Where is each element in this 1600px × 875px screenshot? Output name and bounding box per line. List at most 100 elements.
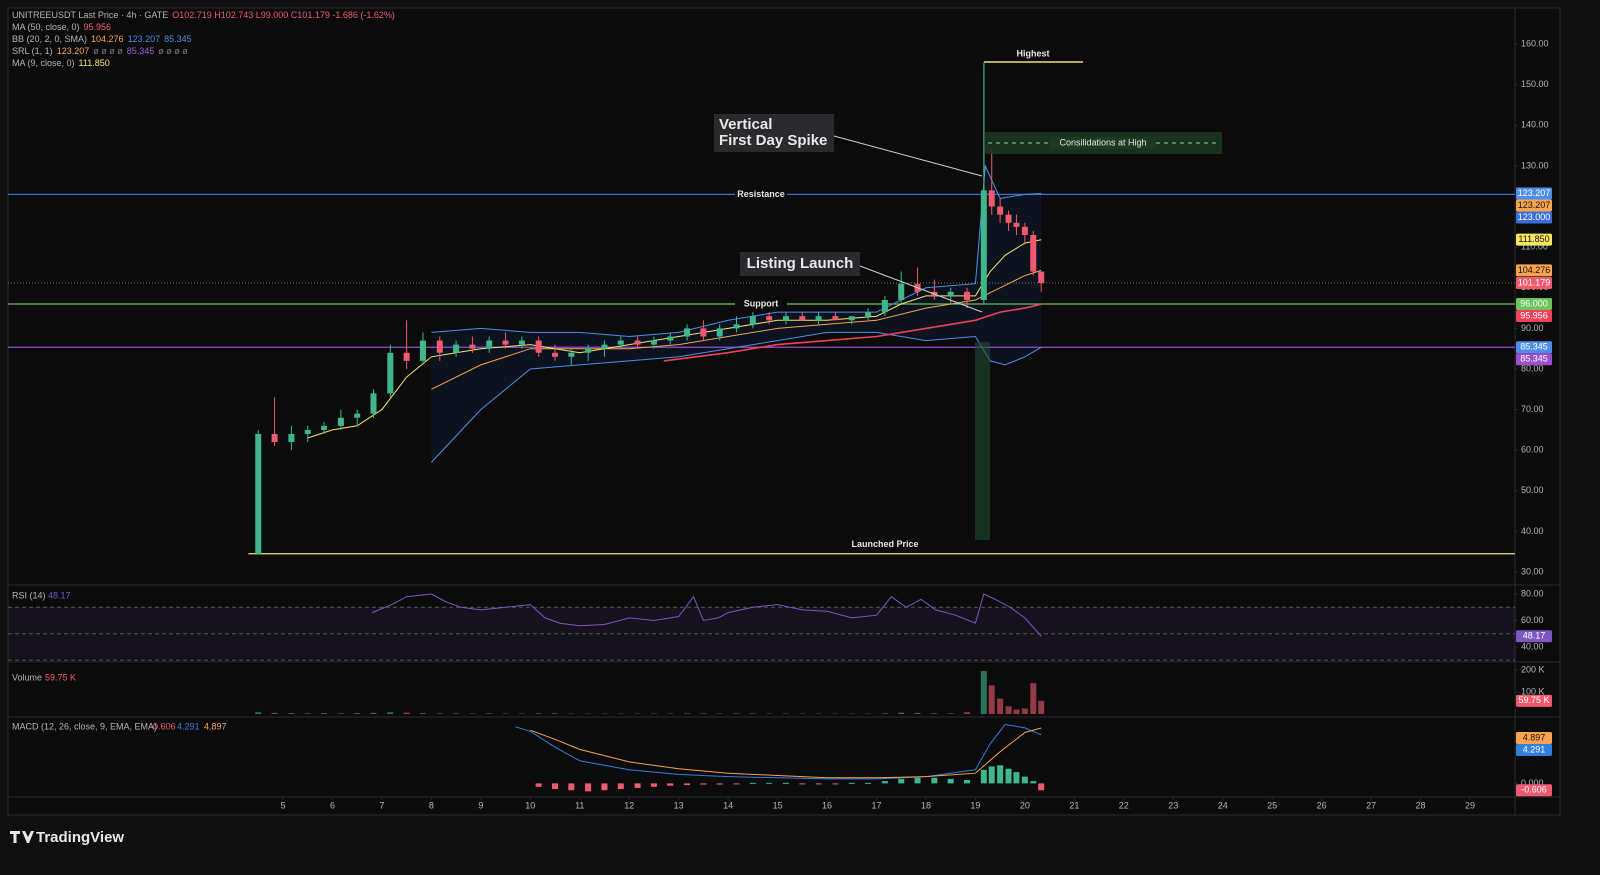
y-tick-label: 200 K (1521, 664, 1545, 674)
macd-histogram-bar (1038, 783, 1045, 791)
y-tick-label: 80.00 (1521, 588, 1544, 598)
y-tick-label: 50.00 (1521, 485, 1544, 495)
indicator-line (663, 303, 1042, 362)
price-badge (1516, 233, 1552, 246)
price-badge (1516, 744, 1552, 756)
x-tick-label: 20 (1020, 800, 1030, 810)
candle-body (469, 344, 476, 349)
x-tick-label: 28 (1416, 800, 1426, 810)
volume-bar (271, 712, 278, 714)
price-pane: 5 6 7 8 9 10 11 12 13 14 15 16 17 18 19 20 21 22 23 24 25 26 2… (8, 39, 1552, 810)
candle-body (766, 316, 773, 321)
candle-body (634, 340, 641, 345)
x-tick-label: 21 (1069, 800, 1079, 810)
candle-body (667, 336, 674, 341)
candle-body (337, 417, 344, 426)
macd-line (515, 723, 1042, 780)
legend: UNITREEUSDT Last Price · 4h · GATE O102.7… (12, 10, 395, 68)
candle-body (321, 425, 328, 430)
macd-histogram-bar (1021, 776, 1028, 784)
spike-label-box (714, 114, 834, 152)
macd-histogram-bar (617, 783, 624, 790)
pane-value: 4.897 (204, 721, 227, 731)
price-badge (1516, 694, 1552, 707)
x-tick-label: 16 (822, 800, 832, 810)
macd-histogram-bar (815, 783, 822, 785)
candle-body (370, 393, 377, 414)
volume-bar (419, 713, 426, 714)
y-tick-label: 40.00 (1521, 526, 1544, 536)
volume-bar (453, 713, 460, 714)
macd-histogram-bar (1030, 781, 1037, 784)
candle-body (964, 291, 970, 300)
y-tick-label: 160.00 (1521, 39, 1549, 49)
volume-bar (914, 712, 921, 714)
y-tick-label: 60.00 (1521, 615, 1544, 625)
candle-body (832, 316, 839, 321)
level-label: Resistance (737, 189, 785, 199)
volume-bar (255, 712, 262, 714)
volume-bar (354, 713, 361, 714)
price-badge (1516, 310, 1552, 323)
y-tick-label: 100 K (1521, 686, 1545, 696)
macd-histogram-bar (634, 783, 641, 788)
candle-body (271, 433, 278, 443)
macd-histogram-bar (898, 778, 905, 784)
y-tick-label: 130.00 (1521, 160, 1549, 170)
x-tick-label: 15 (773, 800, 783, 810)
candle-body (1021, 226, 1028, 235)
listing-label: Listing Launch (747, 255, 854, 272)
legend-item: MA (9, close, 0) (12, 58, 75, 68)
candle-body (684, 328, 691, 337)
candle-body (980, 190, 987, 300)
price-badge (1516, 353, 1552, 366)
price-badge-label: 59.75 K (1518, 695, 1549, 705)
indicator-line (431, 269, 1042, 390)
candle-body (716, 328, 723, 337)
macd-histogram-bar (535, 783, 542, 787)
pane-value: 4.291 (177, 721, 200, 731)
volume-bar (486, 713, 493, 714)
brand-name: TradingView (36, 829, 124, 846)
price-badge-label: 85.345 (1520, 342, 1548, 352)
legend-row: SRL (1, 1) 123.207 ø ø ø ø 85.345 ø ø ø ø (12, 46, 188, 56)
x-tick-label: 7 (379, 800, 384, 810)
candle-body (585, 348, 592, 353)
candle-body (617, 340, 624, 345)
macd-histogram-bar (650, 783, 657, 787)
legend-item: 123.207 (57, 46, 90, 56)
macd-histogram-bar (552, 783, 559, 790)
legend-row: UNITREEUSDT Last Price · 4h · GATE O102.7… (12, 10, 395, 20)
volume-bar (733, 713, 740, 714)
candle-body (354, 413, 361, 418)
macd-histogram-bar (568, 783, 575, 791)
price-badge-label: 95.956 (1520, 310, 1548, 320)
candle-body (502, 340, 509, 345)
price-badge (1516, 264, 1552, 277)
volume-bar (552, 713, 559, 714)
candle-body (568, 352, 575, 357)
price-badge-label: 123.000 (1518, 212, 1551, 222)
legend-item: 85.345 (127, 46, 155, 56)
x-tick-label: 9 (478, 800, 483, 810)
macd-histogram-bar (749, 782, 756, 784)
price-badge-label: 48.17 (1523, 631, 1546, 641)
volume-bar (337, 713, 344, 714)
volume-bar (988, 685, 995, 714)
y-tick-label: 70.00 (1521, 404, 1544, 414)
macd-histogram-bar (980, 769, 987, 784)
volume-bar (403, 712, 410, 714)
candle-body (865, 312, 872, 317)
macd-histogram-bar (881, 781, 888, 784)
volume-bar (898, 712, 905, 714)
volume-bar (947, 713, 954, 714)
volume-bar (931, 713, 938, 714)
candle-body (799, 316, 806, 321)
x-tick-label: 6 (330, 800, 335, 810)
candle-body (1005, 214, 1012, 223)
volume-bar (436, 713, 443, 714)
volume-bar (288, 713, 295, 714)
x-tick-label: 14 (723, 800, 733, 810)
pane-value: 59.75 K (45, 672, 76, 682)
volume-bar (1013, 709, 1020, 714)
